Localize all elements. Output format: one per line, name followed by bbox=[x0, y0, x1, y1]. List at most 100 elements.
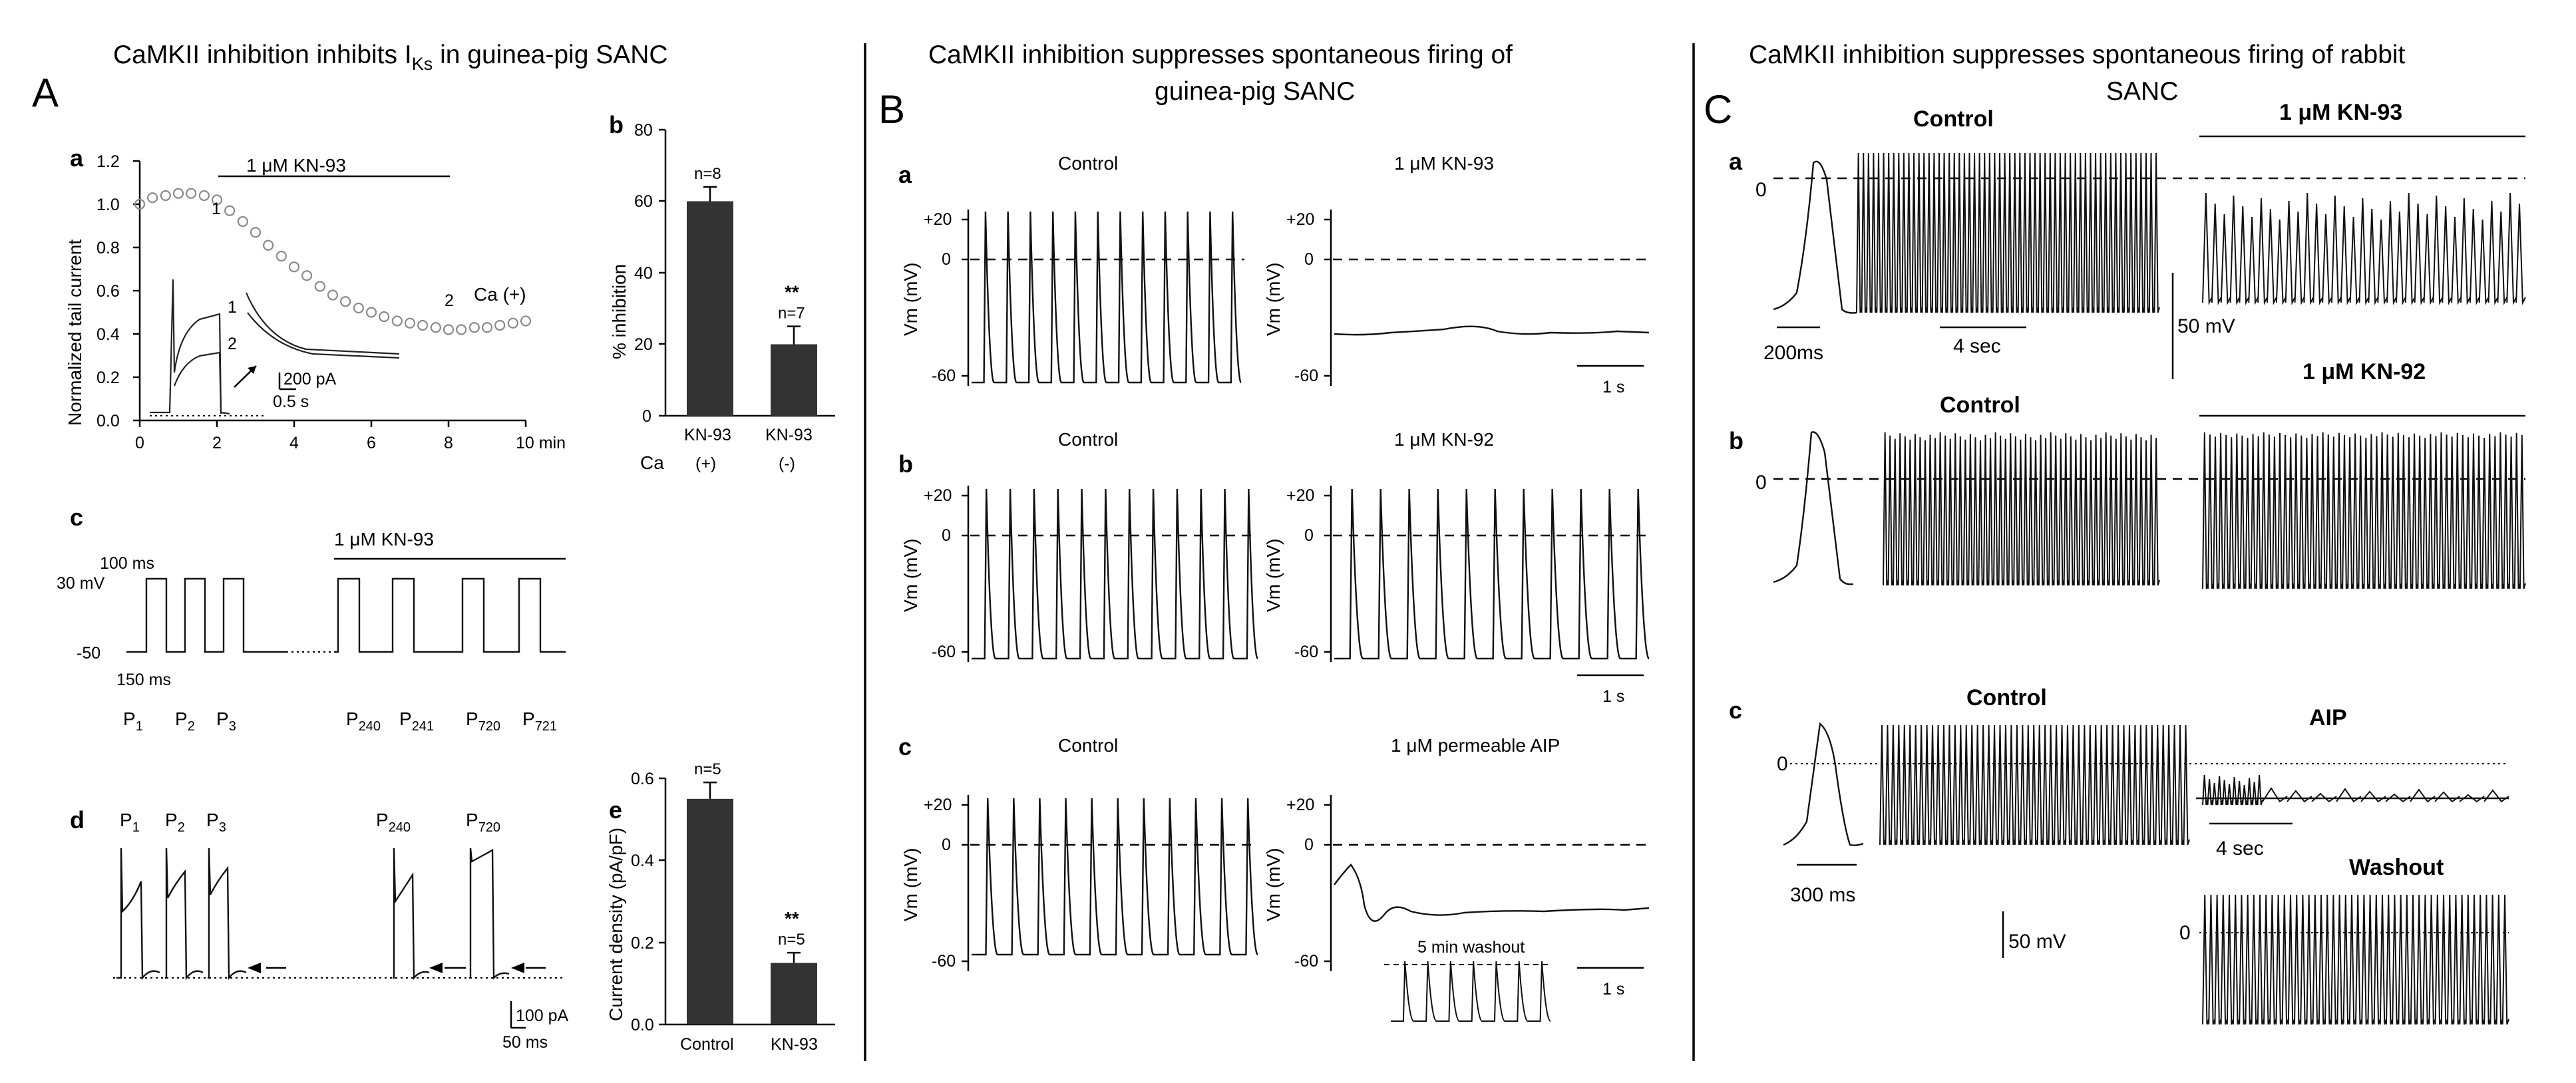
panel-a-a-ylabel: Normalized tail current bbox=[65, 239, 85, 426]
panel-c-a-label: a bbox=[1729, 148, 1743, 175]
data-point bbox=[507, 317, 518, 329]
pulse-label: P1 bbox=[120, 810, 140, 835]
panel-a-d: d P1 P2 P3 P240 P720 100 pA 50 ms bbox=[70, 806, 569, 1052]
data-point bbox=[481, 322, 493, 333]
bar bbox=[771, 963, 817, 1024]
ytick-label: 1.2 bbox=[96, 152, 120, 171]
arrowhead bbox=[511, 963, 524, 973]
ytick-label: 0.0 bbox=[96, 412, 120, 430]
panel-c-c-scale-v-label: 50 mV bbox=[2008, 931, 2066, 953]
section-b-letter: B bbox=[878, 87, 905, 132]
panel-b: a Control 1 μM KN-93 b Control 1 μM KN-9… bbox=[898, 153, 1650, 1022]
section-a-title: CaMKII inhibition inhibits IKs in guinea… bbox=[113, 41, 668, 74]
pulse-label: P240 bbox=[376, 810, 411, 835]
pulse-label: P720 bbox=[466, 810, 500, 835]
pulse-label: P240 bbox=[346, 708, 381, 734]
data-point bbox=[314, 281, 325, 292]
panel-a-e-cat2: KN-93 bbox=[771, 1035, 818, 1054]
panel-c-a-scale-fast-label: 200ms bbox=[1763, 342, 1823, 364]
panel-a-b-bars: n=8 n=7 ** bbox=[687, 165, 817, 416]
n-label: n=8 bbox=[694, 165, 721, 183]
ytick-label: -60 bbox=[1294, 367, 1318, 385]
panel-c-c-control: Control bbox=[1966, 685, 2047, 710]
panel-a-d-trace-p720 bbox=[469, 848, 510, 980]
ytick-label: 60 bbox=[634, 192, 653, 211]
panel-b-a-kn93-trace bbox=[1334, 325, 1650, 336]
panel-c-c-zero: 0 bbox=[1777, 753, 1788, 775]
ytick-label: 0 bbox=[1304, 250, 1314, 269]
ap-train-c-a-kn93 bbox=[2202, 192, 2526, 305]
panel-c-b-drug: 1 μM KN-92 bbox=[2302, 359, 2426, 385]
n-label: n=7 bbox=[778, 305, 805, 323]
panel-a-c-label: c bbox=[70, 504, 83, 531]
panel-a-d-trace-p3 bbox=[208, 848, 247, 981]
panel-c-c-zero-wash: 0 bbox=[2179, 922, 2191, 944]
ap-train-c-b-control bbox=[1883, 432, 2160, 586]
data-point bbox=[417, 319, 429, 331]
panel-a-d-label: d bbox=[70, 806, 85, 834]
section-c-title-line2: SANC bbox=[2106, 77, 2178, 106]
ytick-label: 0.0 bbox=[631, 1016, 654, 1034]
ap-train-control-b bbox=[972, 488, 1259, 660]
data-point bbox=[276, 250, 287, 262]
panel-c-c-single-ap bbox=[1783, 722, 1864, 846]
pulse-label: P721 bbox=[522, 708, 557, 734]
panel-a-d-scale-time: 50 ms bbox=[502, 1033, 548, 1052]
ap-train-kn92-b bbox=[1334, 488, 1650, 660]
panel-a-d-arrows bbox=[248, 963, 546, 973]
panel-b-b-right-title: 1 μM KN-92 bbox=[1394, 429, 1494, 450]
panel-a-e-ylabel: Current density (pA/pF) bbox=[606, 828, 626, 1021]
ap-train-c-a-control bbox=[1856, 152, 2160, 313]
data-point bbox=[134, 198, 146, 210]
data-point bbox=[147, 192, 158, 204]
panel-a-e-cat1: Control bbox=[680, 1035, 734, 1054]
pulse-label: P241 bbox=[399, 708, 434, 734]
pulse-label: P3 bbox=[206, 810, 226, 835]
panel-a-a-inset: 1 2 200 pA 0.5 s bbox=[150, 279, 400, 416]
scale-label: 1 s bbox=[1602, 378, 1624, 396]
section-b-title-line1: CaMKII inhibition suppresses spontaneous… bbox=[928, 41, 1513, 69]
panel-a-c-protocol-right bbox=[334, 577, 566, 653]
ytick-label: +20 bbox=[924, 486, 952, 505]
data-point bbox=[379, 311, 390, 323]
panel-a-c-drug: 1 μM KN-93 bbox=[334, 529, 434, 549]
panel-b-a-label: a bbox=[898, 161, 912, 188]
data-point bbox=[263, 239, 274, 251]
panel-a-a-points bbox=[134, 188, 532, 335]
panel-b-traces bbox=[972, 211, 1650, 956]
panel-b-c-label: c bbox=[898, 733, 912, 760]
panel-a-c: c 100 ms 30 mV -50 150 ms 1 μM KN-93 P1 … bbox=[57, 504, 566, 734]
scale-label: 1 s bbox=[1602, 687, 1624, 706]
panel-b-axes: +20 0 -60 Vm (mV) +20 0 -60 Vm (mV) +20 … bbox=[900, 210, 1332, 971]
inset-tail-1 bbox=[245, 292, 400, 355]
ap-train-c-c-aip-early bbox=[2202, 774, 2263, 806]
inset-arrowhead bbox=[248, 366, 256, 374]
panel-a-d-scale-current: 100 pA bbox=[516, 1006, 569, 1025]
bar bbox=[687, 201, 733, 416]
section-a-letter: A bbox=[32, 71, 59, 115]
inset-scale-time: 0.5 s bbox=[273, 392, 309, 411]
panel-c-b-single-ap bbox=[1773, 431, 1854, 585]
xtick-label: 10 min bbox=[516, 434, 566, 452]
panel-c-c-drug: AIP bbox=[2309, 705, 2347, 730]
ytick-label: 0 bbox=[1304, 526, 1314, 545]
panel-a-a-label: a bbox=[70, 144, 84, 172]
data-point bbox=[237, 216, 248, 228]
panel-b-c-left-ylabel: Vm (mV) bbox=[900, 848, 921, 921]
data-point bbox=[404, 317, 416, 329]
panel-a-b: b % inhibition 0 20 40 60 80 n=8 n=7 ** Ca… bbox=[609, 111, 835, 473]
ytick-label: -60 bbox=[932, 952, 956, 971]
panel-a-b-cat2-line2: (-) bbox=[779, 454, 795, 473]
ytick-label: 0.2 bbox=[96, 369, 120, 387]
panel-b-b-right-ylabel: Vm (mV) bbox=[1263, 539, 1284, 612]
ytick-label: 0.4 bbox=[631, 851, 654, 870]
data-point bbox=[224, 205, 236, 216]
ytick-label: 0 bbox=[942, 250, 951, 269]
panel-c-b-control: Control bbox=[1940, 392, 2020, 418]
ytick-label: 0 bbox=[642, 407, 651, 426]
data-point bbox=[353, 302, 364, 314]
data-point bbox=[301, 270, 313, 281]
data-point bbox=[172, 188, 184, 199]
inset-scale-current: 200 pA bbox=[283, 370, 337, 388]
